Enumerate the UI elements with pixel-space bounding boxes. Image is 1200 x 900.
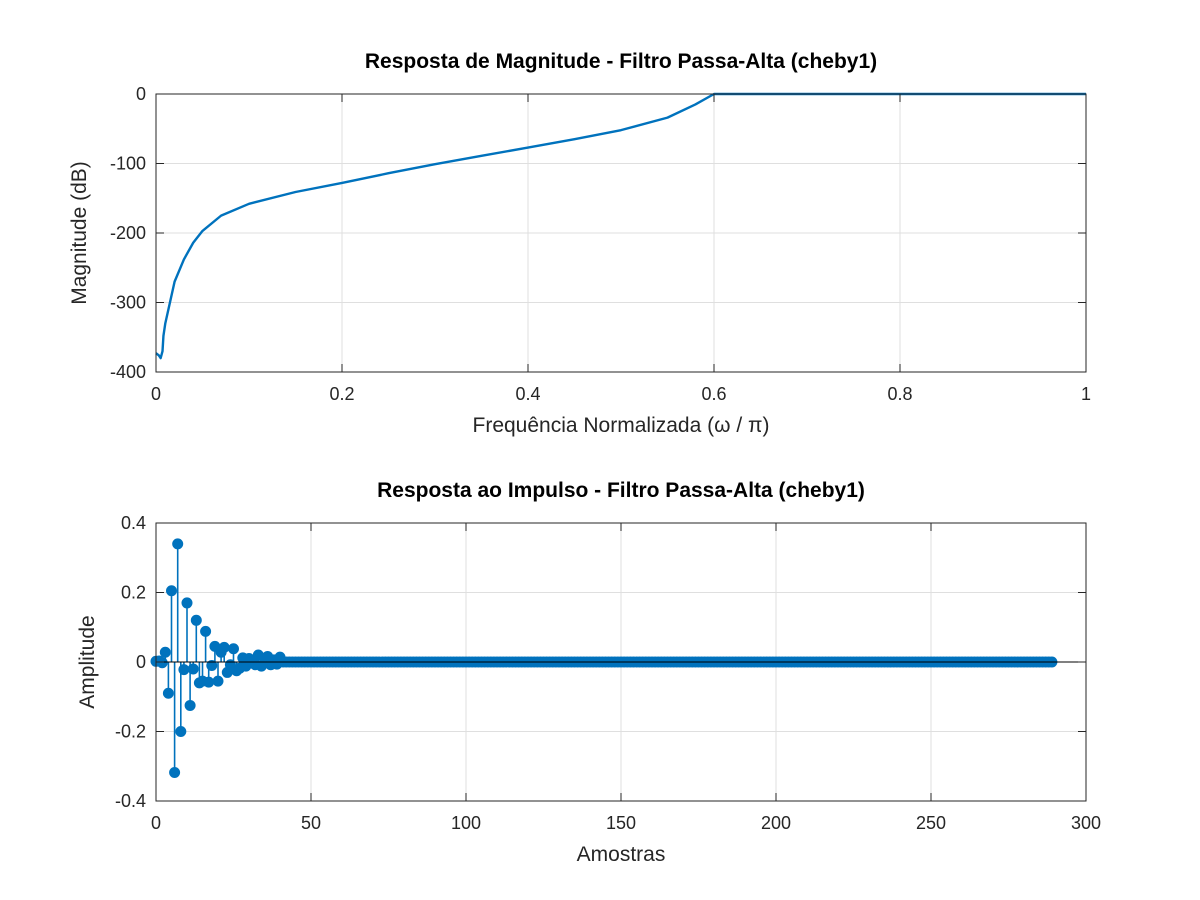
magnitude-xtick-label: 0.6 xyxy=(701,384,726,404)
impulse-axes: 0 50 100 150 200 250 300 0.4 0.2 0 -0.2 -0.4 Respos… xyxy=(76,479,1101,866)
impulse-marker xyxy=(162,687,174,699)
impulse-marker xyxy=(166,585,177,597)
magnitude-xtick-label: 0.4 xyxy=(515,384,540,404)
impulse-ytick-label: 0 xyxy=(136,652,146,672)
magnitude-xtick-label: 0.2 xyxy=(329,384,354,404)
impulse-ticks: 0 50 100 150 200 250 300 0.4 0.2 0 -0.2 -0.4 xyxy=(115,513,1101,833)
magnitude-ytick-label: -300 xyxy=(110,293,146,313)
impulse-marker xyxy=(172,538,184,550)
impulse-marker xyxy=(187,663,199,675)
magnitude-xlabel: Frequência Normalizada (ω / π) xyxy=(473,414,770,437)
magnitude-ytick-label: 0 xyxy=(136,84,146,104)
magnitude-axes: 0 0.2 0.4 0.6 0.8 1 0 -100 -200 -300 -400 Resposta… xyxy=(68,50,1091,437)
impulse-ytick-label: -0.2 xyxy=(115,722,146,742)
impulse-marker xyxy=(190,614,202,626)
impulse-xlabel: Amostras xyxy=(577,843,666,866)
magnitude-xtick-label: 0.8 xyxy=(887,384,912,404)
impulse-xtick-label: 300 xyxy=(1071,813,1101,833)
magnitude-ytick-label: -400 xyxy=(110,362,146,382)
magnitude-grid xyxy=(155,93,1087,373)
magnitude-xtick-label: 0 xyxy=(151,384,161,404)
impulse-marker xyxy=(169,767,181,779)
impulse-marker xyxy=(184,699,196,711)
magnitude-xtick-label: 1 xyxy=(1081,384,1091,404)
impulse-ytick-label: 0.2 xyxy=(121,583,146,603)
impulse-plot-area xyxy=(150,538,1086,779)
impulse-xtick-label: 200 xyxy=(761,813,791,833)
impulse-marker xyxy=(200,625,212,637)
impulse-marker xyxy=(181,597,193,609)
magnitude-ticks: 0 0.2 0.4 0.6 0.8 1 0 -100 -200 -300 -400 xyxy=(110,84,1091,404)
magnitude-series-line xyxy=(155,92,1086,360)
impulse-xtick-label: 100 xyxy=(451,813,481,833)
impulse-ytick-label: 0.4 xyxy=(121,513,146,533)
impulse-marker xyxy=(206,659,218,671)
impulse-xtick-label: 0 xyxy=(151,813,161,833)
magnitude-ytick-label: -100 xyxy=(110,154,146,174)
impulse-marker xyxy=(212,675,224,687)
impulse-marker xyxy=(178,664,190,676)
impulse-xtick-label: 50 xyxy=(301,813,321,833)
impulse-marker xyxy=(228,643,239,655)
magnitude-ylabel: Magnitude (dB) xyxy=(68,161,91,305)
impulse-title: Resposta ao Impulso - Filtro Passa-Alta … xyxy=(377,479,865,502)
impulse-ytick-label: -0.4 xyxy=(115,791,146,811)
impulse-marker xyxy=(175,726,187,737)
impulse-marker xyxy=(159,646,171,658)
impulse-ylabel: Amplitude xyxy=(76,615,99,708)
magnitude-plot-area xyxy=(155,92,1086,360)
impulse-xtick-label: 250 xyxy=(916,813,946,833)
magnitude-ytick-label: -200 xyxy=(110,223,146,243)
impulse-marker xyxy=(218,641,230,653)
impulse-marker xyxy=(203,676,215,688)
impulse-xtick-label: 150 xyxy=(606,813,636,833)
magnitude-title: Resposta de Magnitude - Filtro Passa-Alt… xyxy=(365,50,877,73)
